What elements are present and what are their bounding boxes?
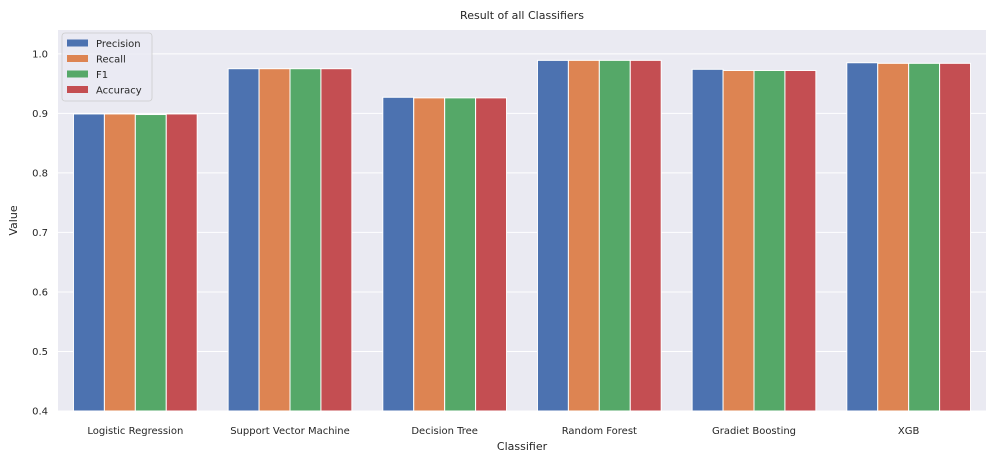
bar-f1-1 — [289, 68, 322, 412]
legend-label: Accuracy — [96, 86, 142, 97]
y-tick-label: 0.5 — [32, 347, 48, 358]
y-axis-title: Value — [7, 205, 20, 235]
bars — [72, 59, 972, 412]
y-tick-label: 0.8 — [32, 168, 48, 179]
bar-precision-3 — [536, 59, 569, 412]
gridlines — [58, 53, 986, 412]
bar-accuracy-1 — [320, 68, 353, 412]
bar-f1-2 — [444, 97, 477, 412]
legend-box — [61, 32, 153, 102]
legend-swatch — [67, 39, 88, 47]
bar-recall-4 — [722, 69, 755, 412]
bar-recall-3 — [567, 59, 600, 412]
legend-label: F1 — [96, 70, 108, 81]
bar-accuracy-2 — [475, 97, 508, 412]
y-tick-labels: 0.4 0.5 0.6 0.7 0.8 0.9 1.0 — [32, 49, 48, 417]
bar-precision-4 — [691, 68, 724, 412]
bar-recall-2 — [413, 97, 446, 412]
bar-precision-2 — [382, 96, 415, 412]
x-tick-label: Support Vector Machine — [230, 426, 350, 437]
x-tick-label: Random Forest — [562, 426, 637, 437]
y-tick-label: 0.7 — [32, 228, 48, 239]
y-tick-label: 1.0 — [32, 49, 48, 60]
y-tick-label: 0.6 — [32, 287, 48, 298]
bar-precision-1 — [227, 68, 260, 412]
x-tick-label: Decision Tree — [411, 426, 478, 437]
bar-f1-4 — [753, 69, 786, 412]
plot-background — [58, 30, 986, 411]
bar-accuracy-5 — [939, 62, 972, 412]
bar-accuracy-4 — [784, 69, 817, 412]
legend-swatch — [67, 55, 88, 62]
y-tick-label: 0.4 — [32, 407, 48, 418]
bar-accuracy-0 — [165, 113, 198, 412]
bar-recall-0 — [103, 113, 136, 412]
chart-title: Result of all Classifiers — [460, 9, 584, 22]
legend: Precision Recall F1 Accuracy — [61, 32, 153, 102]
bar-f1-0 — [134, 114, 167, 412]
x-axis-title: Classifier — [497, 440, 548, 453]
y-tick-label: 0.9 — [32, 109, 48, 120]
bar-f1-5 — [908, 62, 941, 412]
bar-f1-3 — [598, 59, 631, 412]
x-tick-labels: Logistic Regression Support Vector Machin… — [87, 426, 919, 437]
bar-precision-0 — [72, 113, 105, 412]
legend-swatch — [67, 70, 88, 78]
x-tick-label: Logistic Regression — [87, 426, 183, 437]
bar-precision-5 — [846, 62, 879, 412]
legend-label: Recall — [96, 55, 126, 66]
bar-recall-5 — [877, 62, 910, 412]
legend-swatch — [67, 86, 88, 93]
x-tick-label: Gradiet Boosting — [712, 426, 796, 437]
x-tick-label: XGB — [898, 426, 920, 437]
legend-label: Precision — [96, 39, 141, 50]
bar-recall-1 — [258, 68, 291, 412]
bar-accuracy-3 — [629, 59, 662, 412]
